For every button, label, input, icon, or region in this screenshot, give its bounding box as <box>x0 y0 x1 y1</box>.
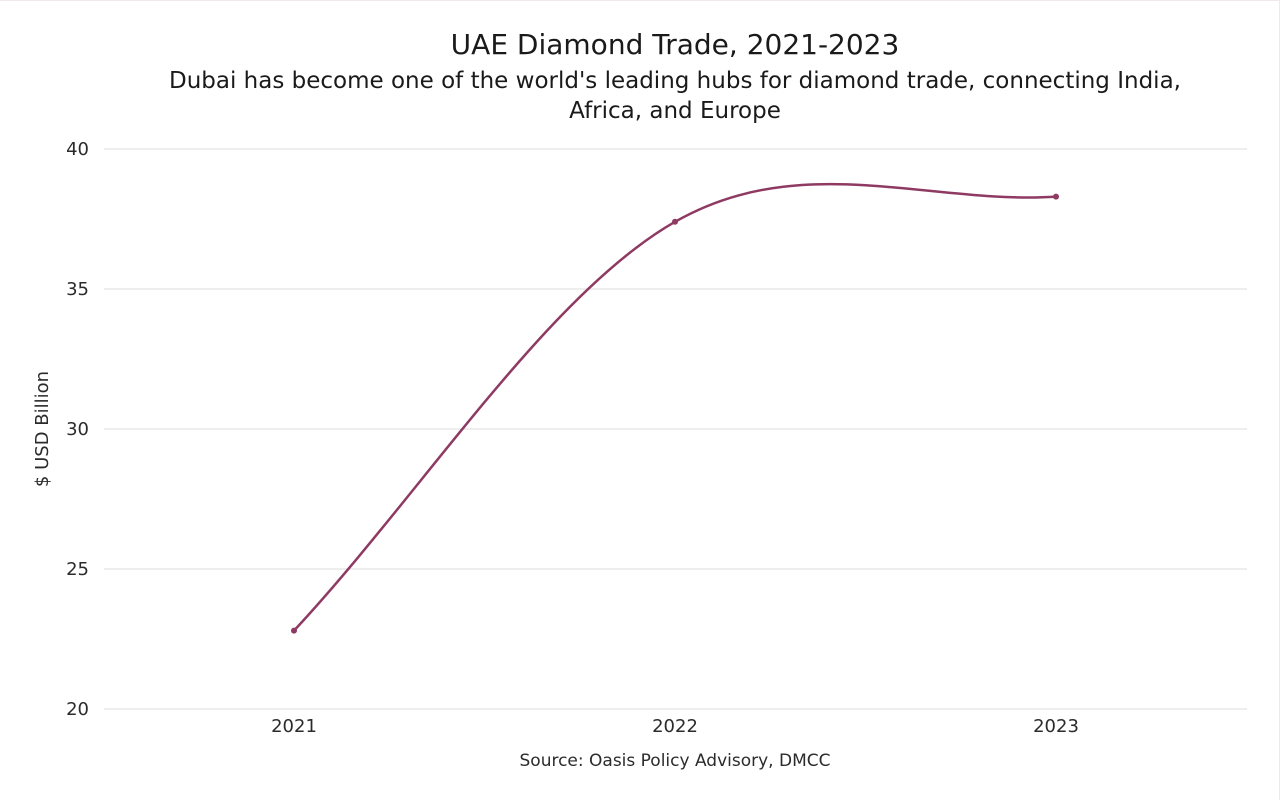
y-tick-label: 35 <box>66 279 89 300</box>
x-tick-label: 2023 <box>1033 716 1079 737</box>
series-line <box>292 182 1058 632</box>
y-tick-label: 30 <box>66 419 89 440</box>
chart-subtitle-line-1: Dubai has become one of the world's lead… <box>169 68 1181 94</box>
gridlines <box>104 148 1247 710</box>
y-axis-ticks: 20 25 30 35 40 <box>66 139 89 720</box>
x-tick-label: 2021 <box>271 716 317 737</box>
data-point-2023 <box>1053 193 1059 200</box>
y-axis-label: $ USD Billion <box>32 371 53 487</box>
y-tick-label: 20 <box>66 699 89 720</box>
y-tick-label: 40 <box>66 139 89 160</box>
chart-source: Source: Oasis Policy Advisory, DMCC <box>520 751 831 771</box>
series-layer <box>291 182 1059 634</box>
x-tick-label: 2022 <box>652 716 698 737</box>
chart-subtitle-line-2: Africa, and Europe <box>569 98 781 124</box>
x-axis-ticks: 2021 2022 2023 <box>271 716 1079 737</box>
data-point-2021 <box>291 627 297 634</box>
data-point-2022 <box>672 218 678 225</box>
chart-title: UAE Diamond Trade, 2021-2023 <box>451 28 900 61</box>
y-tick-label: 25 <box>66 559 89 580</box>
